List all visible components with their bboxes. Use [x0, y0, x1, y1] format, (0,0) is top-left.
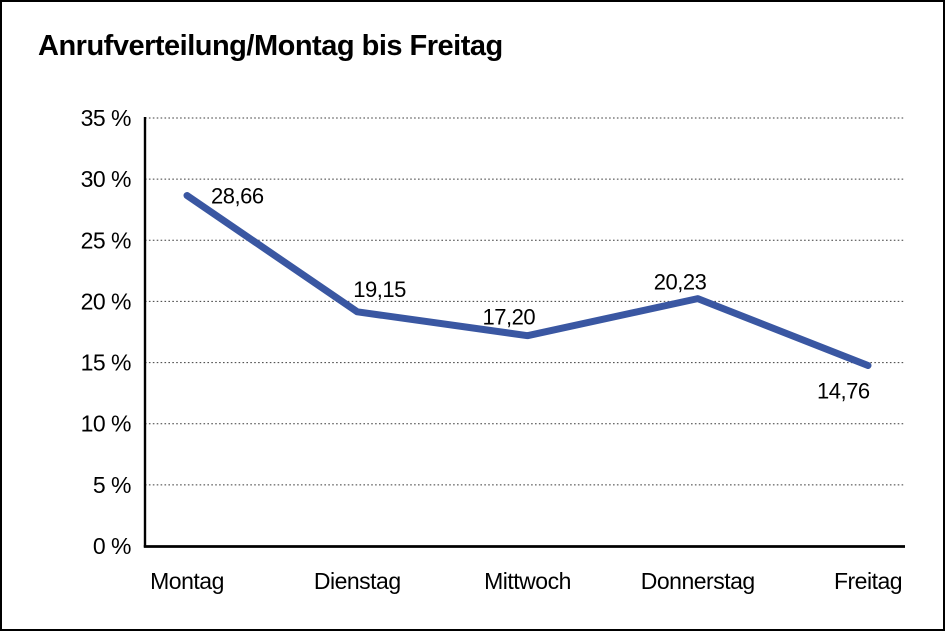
- x-axis-category-label: Dienstag: [314, 568, 401, 594]
- y-axis-tick-label: 25 %: [81, 227, 131, 253]
- data-point-label: 19,15: [353, 277, 406, 302]
- data-series-line: [183, 192, 872, 370]
- y-axis-tick-label: 10 %: [81, 411, 131, 437]
- y-axis-tick-label: 15 %: [81, 350, 131, 376]
- y-axis-tick-label: 5 %: [93, 472, 131, 498]
- y-axis-tick-label: 0 %: [93, 533, 131, 559]
- x-axis-category-label: Mittwoch: [484, 568, 571, 594]
- data-point-label: 14,76: [817, 379, 870, 404]
- chart-title: Anrufverteilung/Montag bis Freitag: [38, 30, 503, 62]
- y-axis-tick-label: 20 %: [81, 288, 131, 314]
- y-axis-tick-label: 30 %: [81, 166, 131, 192]
- x-axis-category-label: Donnerstag: [641, 568, 755, 594]
- data-point-label: 20,23: [654, 270, 707, 295]
- x-axis-category-label: Freitag: [834, 568, 902, 594]
- data-point-label: 17,20: [483, 305, 536, 330]
- data-point-label: 28,66: [211, 184, 264, 209]
- x-axis-category-label: Montag: [150, 568, 224, 594]
- y-axis-tick-label: 35 %: [81, 105, 131, 131]
